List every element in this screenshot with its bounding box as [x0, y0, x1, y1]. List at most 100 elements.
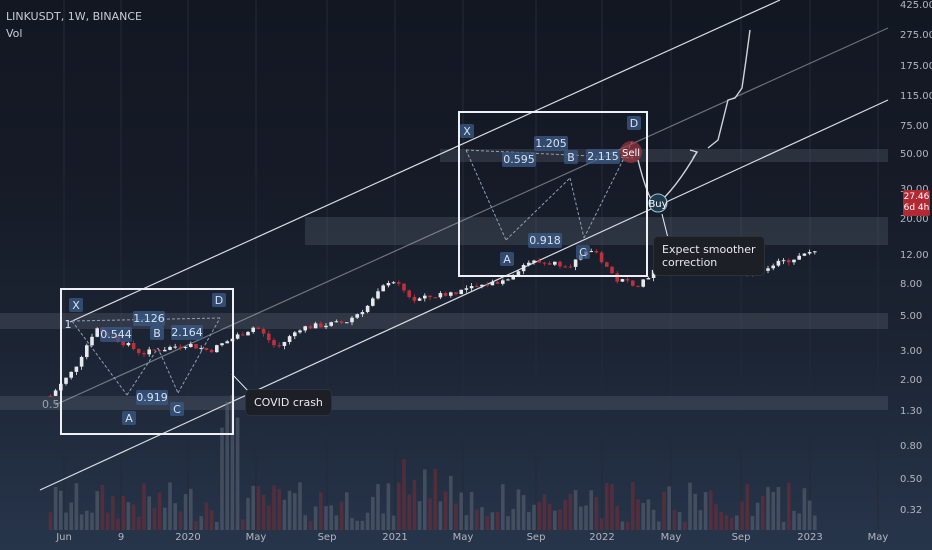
volume-bar — [792, 510, 796, 530]
left-point-a: A — [125, 412, 133, 425]
left-ratio-abc: 0.919 — [136, 391, 168, 404]
candle — [537, 257, 541, 263]
volume-bar — [209, 510, 214, 530]
candle — [246, 330, 250, 336]
candle — [797, 252, 801, 260]
volume-bar — [464, 515, 469, 530]
volume-bar — [407, 494, 411, 530]
price-axis[interactable]: 425.00 275.00 175.00 115.00 75.00 50.00 … — [900, 0, 932, 516]
x-tick-2021: 2021 — [382, 532, 407, 543]
volume-bar — [345, 492, 349, 530]
candle — [464, 285, 469, 293]
volume-bar — [802, 488, 807, 530]
candle — [532, 259, 536, 265]
candle — [589, 248, 593, 253]
candle — [241, 331, 245, 336]
candle — [521, 263, 526, 275]
candle — [563, 264, 567, 268]
channel — [39, 0, 889, 491]
volume-bar — [85, 510, 89, 530]
volume-bar — [511, 508, 515, 530]
volume-bar — [428, 498, 432, 530]
candle — [641, 279, 645, 288]
volume-bar — [381, 513, 385, 530]
candle — [287, 334, 292, 345]
countdown: 6d 4h — [903, 203, 930, 213]
channel-middle — [54, 27, 889, 406]
candle — [204, 347, 209, 351]
volume-bar — [631, 482, 635, 530]
left-zone-label: 0.5 — [42, 398, 60, 411]
volume-bar — [95, 491, 99, 530]
volume-bar — [745, 483, 749, 530]
y-tick-50: 50.00 — [900, 149, 929, 160]
volume-bar — [516, 489, 521, 530]
right-ratio-bcd: 1.205 — [535, 137, 567, 150]
volume-bar — [324, 506, 328, 530]
volume-bar — [797, 513, 801, 530]
volume-bar — [594, 496, 599, 530]
volume-bar — [537, 502, 541, 530]
candle — [183, 346, 188, 350]
candle — [95, 327, 99, 338]
volume-bar — [204, 502, 209, 530]
time-axis[interactable]: Jun 9 2020 May Sep 2021 May Sep 2022 May… — [55, 532, 888, 543]
volume-bar — [615, 506, 619, 530]
volume-bar — [256, 486, 261, 530]
left-point-d: D — [215, 294, 223, 307]
right-point-d: D — [630, 117, 638, 130]
volume-bar — [781, 521, 786, 530]
volume-bar — [53, 486, 58, 530]
candle — [199, 345, 203, 352]
sell-marker: Sell — [620, 141, 642, 163]
volume-bar — [449, 475, 453, 530]
left-point-x: X — [72, 299, 80, 312]
left-pattern-labels: X 1 A B C D 0.544 0.919 1.126 2.164 0.5 — [42, 293, 226, 425]
candle — [319, 321, 323, 328]
volume-bar — [272, 485, 276, 530]
candle — [438, 291, 443, 300]
volume-bar — [755, 502, 760, 530]
candle — [573, 259, 578, 271]
volume-bar — [438, 501, 443, 530]
volume-bar — [667, 486, 671, 530]
covid-crash-text: COVID crash — [254, 396, 323, 409]
volume-bar — [147, 496, 151, 530]
candle — [787, 258, 791, 266]
volume-bar — [168, 482, 172, 530]
volume-bar — [646, 499, 651, 530]
candle — [225, 340, 229, 344]
volume-bar — [454, 503, 458, 530]
volume-bar — [116, 518, 120, 530]
volume-bar — [412, 479, 417, 530]
x-tick-sep-1: Sep — [318, 532, 337, 543]
volume-bar — [620, 521, 625, 530]
candle — [339, 320, 344, 325]
volume-bar — [194, 521, 198, 530]
volume-bar — [501, 484, 505, 530]
channel-lower — [39, 99, 889, 491]
volume-bar — [173, 503, 177, 530]
candle — [303, 325, 307, 333]
volume-bar — [287, 490, 292, 530]
volume-bar — [703, 492, 708, 530]
volume-bar — [568, 493, 573, 530]
volume-bar — [298, 482, 302, 530]
volume-bar — [605, 482, 609, 530]
volume-bar — [558, 509, 562, 530]
volume-bar — [121, 496, 125, 530]
candle — [64, 377, 68, 386]
volume-bar — [766, 487, 770, 530]
y-tick-0-50: 0.50 — [900, 474, 922, 485]
volume-bar — [563, 500, 567, 530]
volume-bar — [553, 510, 557, 530]
candle — [397, 280, 401, 287]
candle — [293, 330, 297, 340]
right-point-x: X — [463, 125, 471, 138]
y-tick-20: 20.00 — [900, 214, 929, 225]
x-tick-may-1: May — [246, 532, 267, 543]
volume-bar — [402, 459, 406, 530]
volume-bar — [376, 484, 380, 530]
candle — [391, 281, 396, 285]
